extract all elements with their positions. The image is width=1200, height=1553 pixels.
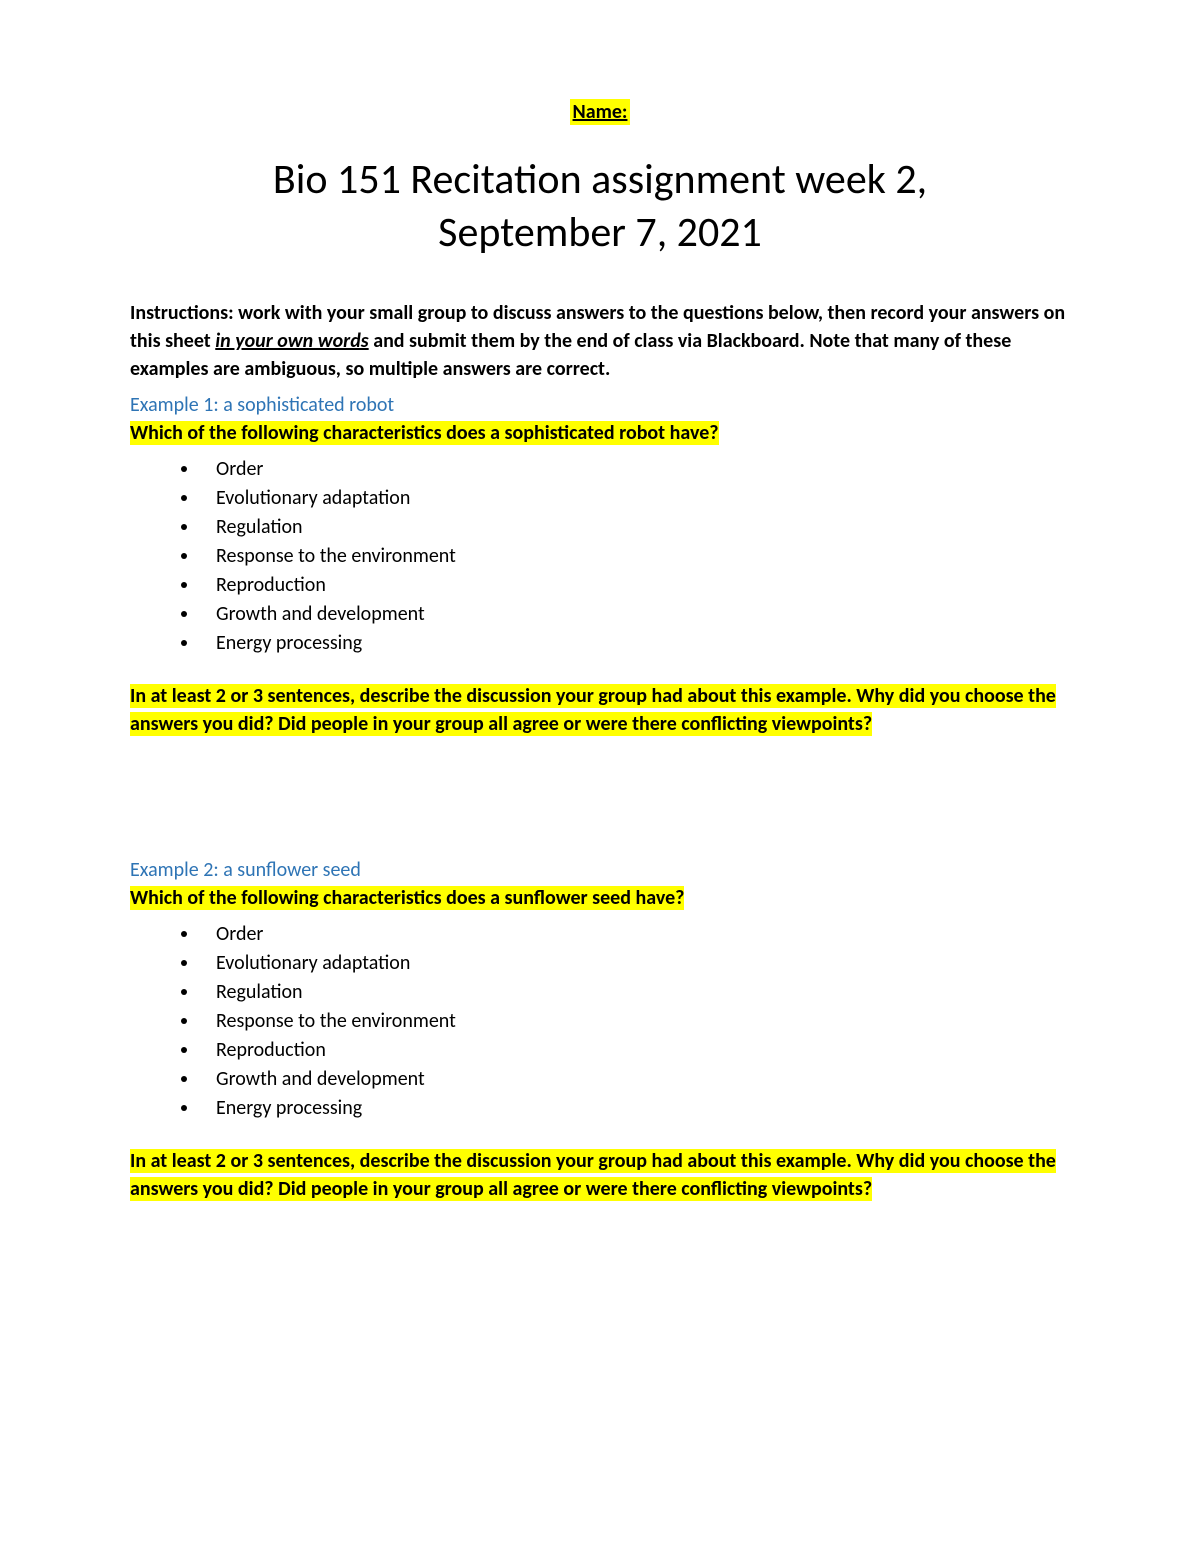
name-label-text: Name: [570,99,631,125]
list-item: Growth and development [200,600,1070,629]
list-item: Energy processing [200,629,1070,658]
example-1-question-wrap: Which of the following characteristics d… [130,419,1070,447]
list-item: Regulation [200,978,1070,1007]
list-item: Reproduction [200,571,1070,600]
list-item: Evolutionary adaptation [200,949,1070,978]
example-2-question-wrap: Which of the following characteristics d… [130,884,1070,912]
example-2-characteristics-list: Order Evolutionary adaptation Regulation… [200,920,1070,1123]
example-1-discussion-prompt-wrap: In at least 2 or 3 sentences, describe t… [130,682,1070,738]
name-field-label: Name: [130,100,1070,124]
list-item: Response to the environment [200,542,1070,571]
list-item: Response to the environment [200,1007,1070,1036]
list-item: Regulation [200,513,1070,542]
example-1-heading: Example 1: a sophisticated robot [130,393,1070,417]
list-item: Growth and development [200,1065,1070,1094]
example-1-discussion-prompt: In at least 2 or 3 sentences, describe t… [130,684,1056,736]
title-line-1: Bio 151 Recitation assignment week 2, [273,154,927,205]
title-line-2: September 7, 2021 [438,207,762,258]
page-title: Bio 151 Recitation assignment week 2, Se… [130,154,1070,259]
example-2-discussion-prompt: In at least 2 or 3 sentences, describe t… [130,1149,1056,1201]
list-item: Order [200,455,1070,484]
instructions-paragraph: Instructions: work with your small group… [130,299,1070,383]
example-2-question: Which of the following characteristics d… [130,886,684,910]
list-item: Order [200,920,1070,949]
list-item: Evolutionary adaptation [200,484,1070,513]
example-1-question: Which of the following characteristics d… [130,421,719,445]
example-1-characteristics-list: Order Evolutionary adaptation Regulation… [200,455,1070,658]
list-item: Energy processing [200,1094,1070,1123]
instructions-emphasis: in your own words [215,329,368,353]
list-item: Reproduction [200,1036,1070,1065]
example-2-discussion-prompt-wrap: In at least 2 or 3 sentences, describe t… [130,1147,1070,1203]
example-2-heading: Example 2: a sunflower seed [130,858,1070,882]
